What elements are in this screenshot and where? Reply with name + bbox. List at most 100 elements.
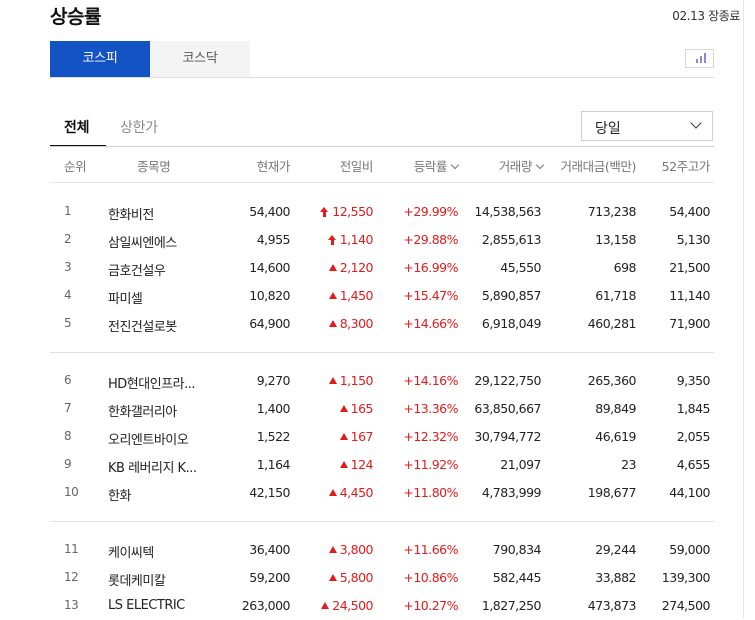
price-cell: 1,522 [256, 429, 291, 444]
col-volume-sort[interactable]: 거래량 [499, 156, 545, 175]
rank-cell: 11 [64, 542, 79, 556]
rank-cell: 10 [64, 485, 79, 499]
scrollbar-track[interactable] [743, 0, 744, 618]
rate-cell: +13.36% [403, 401, 458, 416]
stock-name-link[interactable]: 케이씨텍 [108, 546, 154, 561]
high52-cell: 2,055 [676, 429, 711, 444]
rank-cell: 8 [64, 429, 72, 443]
price-cell: 14,600 [249, 260, 290, 275]
col-price: 현재가 [256, 159, 291, 174]
change-cell: 8,300 [328, 316, 374, 331]
price-cell: 1,400 [256, 401, 291, 416]
change-cell: 24,500 [321, 598, 373, 613]
amount-cell: 29,244 [595, 542, 636, 557]
stock-name-link[interactable]: KB 레버리지 K... [108, 461, 197, 476]
col-rank: 순위 [64, 159, 87, 174]
period-select[interactable]: 당일 [581, 111, 713, 141]
rank-cell: 2 [64, 232, 72, 246]
arrow-up-icon [328, 489, 337, 496]
page-title: 상승률 [50, 6, 101, 28]
rank-cell: 1 [64, 204, 72, 218]
high52-cell: 11,140 [669, 288, 710, 303]
tab-all[interactable]: 전체 [64, 120, 90, 136]
rate-cell: +11.80% [403, 485, 458, 500]
arrow-up-icon [321, 602, 330, 609]
price-cell: 4,955 [256, 232, 291, 247]
arrow-up-icon [339, 461, 348, 468]
stock-name-link[interactable]: 오리엔트바이오 [108, 433, 189, 448]
change-cell: 1,450 [328, 288, 374, 303]
rate-cell: +29.88% [403, 232, 458, 247]
table-row: 11 케이씨텍 36,400 3,800 +11.66% 790,834 29,244 59,… [50, 536, 714, 564]
volume-cell: 21,097 [500, 457, 541, 472]
table-row: 13 LS ELECTRIC 263,000 24,500 +10.27% 1,827,2… [50, 592, 714, 620]
arrow-up-icon [328, 377, 337, 384]
tab-upper-limit[interactable]: 상한가 [120, 120, 158, 136]
high52-cell: 139,300 [661, 570, 711, 585]
rate-cell: +10.86% [403, 570, 458, 585]
stock-name-link[interactable]: 롯데케미칼 [108, 574, 166, 589]
price-cell: 9,270 [256, 373, 291, 388]
upper-limit-icon [320, 207, 329, 217]
price-cell: 10,820 [249, 288, 290, 303]
price-cell: 1,164 [256, 457, 291, 472]
rate-cell: +11.92% [403, 457, 458, 472]
table-row: 5 전진건설로봇 64,900 8,300 +14.66% 6,918,049 460,28… [50, 310, 714, 338]
tab-kospi[interactable]: 코스피 [50, 41, 150, 77]
table-header: 순위 종목명 현재가 전일비 등락률 거래량 거래대금(백만) 52주고가 [50, 147, 714, 183]
amount-cell: 198,677 [587, 485, 637, 500]
change-cell: 124 [339, 457, 374, 472]
stock-name-link[interactable]: 한화비전 [108, 208, 154, 223]
arrow-up-icon [328, 574, 337, 581]
amount-cell: 460,281 [587, 316, 637, 331]
amount-cell: 265,360 [587, 373, 637, 388]
col-52w-high: 52주고가 [661, 159, 711, 174]
price-cell: 263,000 [241, 598, 291, 613]
sort-chevron-icon [535, 160, 545, 170]
rank-cell: 6 [64, 373, 72, 387]
high52-cell: 59,000 [669, 542, 710, 557]
stock-name-link[interactable]: 금호건설우 [108, 264, 166, 279]
volume-cell: 1,827,250 [481, 598, 542, 613]
amount-cell: 23 [621, 457, 636, 472]
col-amount: 거래대금(백만) [560, 159, 636, 174]
volume-cell: 14,538,563 [474, 204, 541, 219]
stock-name-link[interactable]: 전진건설로봇 [108, 320, 177, 335]
high52-cell: 44,100 [669, 485, 710, 500]
volume-cell: 582,445 [492, 570, 542, 585]
stock-name-link[interactable]: 한화 [108, 489, 131, 504]
tab-kosdaq[interactable]: 코스닥 [150, 41, 250, 77]
arrow-up-icon [328, 264, 337, 271]
volume-cell: 30,794,772 [474, 429, 541, 444]
high52-cell: 274,500 [661, 598, 711, 613]
price-cell: 59,200 [249, 570, 290, 585]
change-cell: 1,140 [327, 232, 374, 247]
rate-cell: +11.66% [403, 542, 458, 557]
price-cell: 64,900 [249, 316, 290, 331]
period-select-value: 당일 [595, 121, 621, 137]
arrow-up-icon [328, 292, 337, 299]
stock-name-link[interactable]: 한화갤러리아 [108, 405, 177, 420]
high52-cell: 9,350 [676, 373, 711, 388]
chart-view-button[interactable] [685, 49, 714, 68]
rate-cell: +29.99% [403, 204, 458, 219]
price-cell: 42,150 [249, 485, 290, 500]
amount-cell: 13,158 [595, 232, 636, 247]
group-divider [50, 352, 714, 353]
change-cell: 165 [339, 401, 374, 416]
arrow-up-icon [339, 405, 348, 412]
stock-name-link[interactable]: 파미셀 [108, 292, 143, 307]
stock-name-link[interactable]: HD현대인프라... [108, 377, 195, 392]
high52-cell: 54,400 [669, 204, 710, 219]
change-cell: 3,800 [328, 542, 374, 557]
change-cell: 4,450 [328, 485, 374, 500]
market-status: 02.13 장종료 [672, 9, 740, 23]
stock-name-link[interactable]: 삼일씨엔에스 [108, 236, 177, 251]
col-change: 전일비 [339, 159, 374, 174]
volume-cell: 4,783,999 [481, 485, 542, 500]
amount-cell: 713,238 [587, 204, 637, 219]
rank-cell: 5 [64, 316, 72, 330]
col-rate-sort[interactable]: 등락률 [414, 156, 460, 175]
volume-cell: 2,855,613 [481, 232, 542, 247]
stock-name-link[interactable]: LS ELECTRIC [108, 598, 185, 613]
